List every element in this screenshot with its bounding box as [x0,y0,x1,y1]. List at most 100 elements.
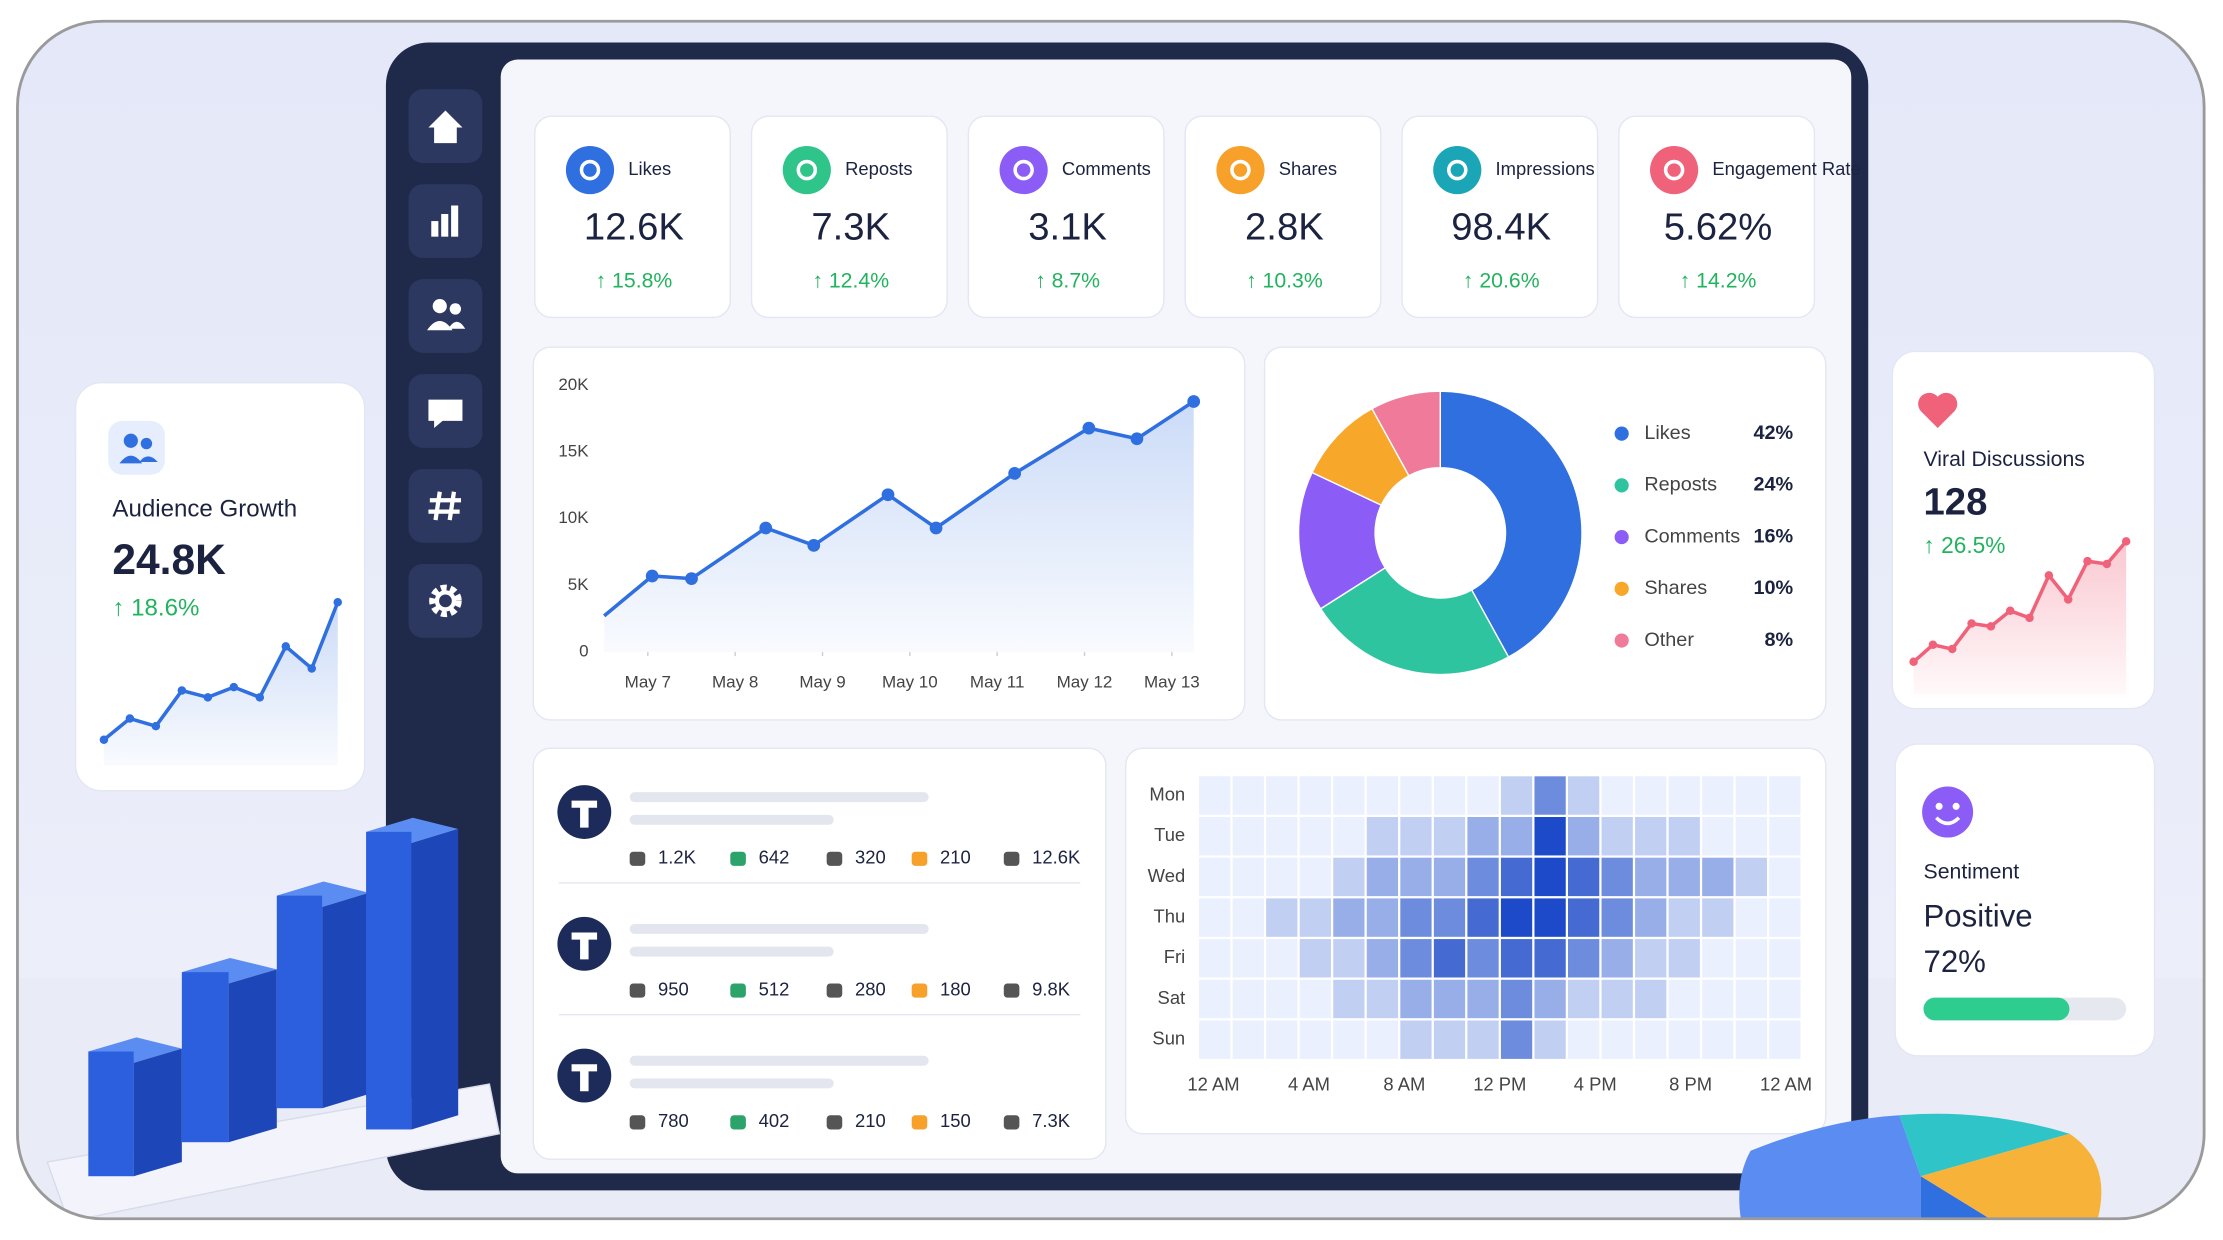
legend-label: Reposts [1644,474,1717,496]
avatar-glyph [571,1064,598,1092]
kpi-icon [1216,145,1265,195]
line-point [645,569,659,583]
heat-cell [1333,898,1365,937]
decor-bars [46,817,501,1219]
stat-value: 9.8K [1032,978,1071,999]
heat-cell [1769,979,1801,1019]
row-label: Thu [1153,905,1185,926]
icon-person [449,303,462,315]
nav-settings[interactable] [408,564,483,638]
heat-cell [1601,898,1633,937]
stat-icon [1003,851,1020,866]
heat-cell [1266,776,1298,815]
heat-cell [1534,979,1566,1019]
pie-slice [1297,471,1387,610]
stat-icon [629,1115,646,1130]
legend-value: 16% [1753,525,1793,547]
kpi-icon [999,145,1048,195]
line-point [929,521,943,535]
heat-cell [1601,817,1633,856]
heat-cell [1400,817,1432,856]
kpi-label: Engagement Rate [1712,158,1860,179]
legend-label: Comments [1644,525,1740,547]
kpi-value: 2.8K [1245,206,1324,249]
heat-cell [1366,979,1399,1019]
heat-cell [1735,776,1767,815]
heat-cell [1400,898,1432,937]
bar-side [228,969,277,1143]
heat-cell [1601,1020,1633,1059]
stat-value: 642 [759,847,790,868]
bar-side [322,892,369,1109]
smiley-icon [1922,786,1974,838]
heat-cell [1400,776,1432,815]
heat-cell [1635,979,1667,1019]
heat-cell [1299,857,1331,897]
heat-cell [1500,817,1533,856]
text-placeholder [629,1078,834,1089]
row-label: Fri [1164,946,1185,967]
row-label: Tue [1154,824,1185,845]
heat-cell [1232,857,1264,897]
sparkline-point [203,693,213,702]
heat-cell [1769,898,1801,937]
sparkline-point [2025,613,2034,623]
heat-cell [1534,776,1566,815]
card-value: 128 [1924,481,1988,524]
x-tick-label: May 9 [799,673,845,692]
heat-cell [1333,979,1365,1019]
stat-icon [911,1115,928,1130]
nav-hashtags[interactable] [408,469,483,543]
x-label: 12 AM [1760,1073,1812,1094]
audience-icon [123,433,138,448]
card-change: ↑ 26.5% [1924,532,2006,558]
heat-cell [1635,776,1667,815]
gear-icon [429,584,462,618]
kpi-value: 98.4K [1451,206,1551,249]
stat-value: 950 [658,978,689,999]
heat-cell [1534,898,1566,937]
kpi-change: ↑ 14.2% [1680,269,1757,293]
heat-cell [1702,979,1734,1019]
icon-body [427,320,466,331]
x-label: 8 PM [1669,1073,1712,1094]
kpi-icon-glyph [1663,159,1685,181]
y-tick-label: 0 [579,641,588,660]
legend-label: Shares [1644,577,1707,599]
nav-audience[interactable] [408,279,483,353]
heat-cell [1199,776,1231,815]
heat-cell [1635,898,1667,937]
stat-value: 150 [940,1110,971,1131]
stat-icon [730,983,746,998]
kpi-icon [565,145,615,195]
kpi-change: ↑ 8.7% [1035,269,1100,293]
kpi-icon-glyph [1230,159,1251,181]
stat-value: 512 [759,978,790,999]
heat-cell [1702,939,1734,978]
card-change: ↑ 18.6% [112,595,199,622]
heat-cell [1635,939,1667,978]
heat-cell [1668,979,1700,1019]
smiley-eye [1952,802,1960,810]
heat-cell [1366,898,1399,937]
heat-cell [1534,1020,1566,1059]
audience-icon-bg [108,420,165,475]
hash-icon [428,491,462,521]
sparkline-point [1986,622,1996,631]
sidebar [408,89,483,638]
heat-cell [1500,857,1533,897]
heat-cell [1702,776,1734,815]
line-point [759,521,773,535]
line-point [1130,432,1144,446]
legend-label: Likes [1644,422,1690,444]
gear-hub [434,590,457,612]
heat-cell [1400,1020,1432,1059]
heat-cell [1467,1020,1499,1059]
decor-pie [1739,1113,2102,1219]
x-tick-label: May 12 [1057,673,1113,692]
heat-cell [1333,817,1365,856]
heat-cell [1735,939,1767,978]
heat-cell [1433,939,1466,978]
legend-dot [1614,530,1629,545]
